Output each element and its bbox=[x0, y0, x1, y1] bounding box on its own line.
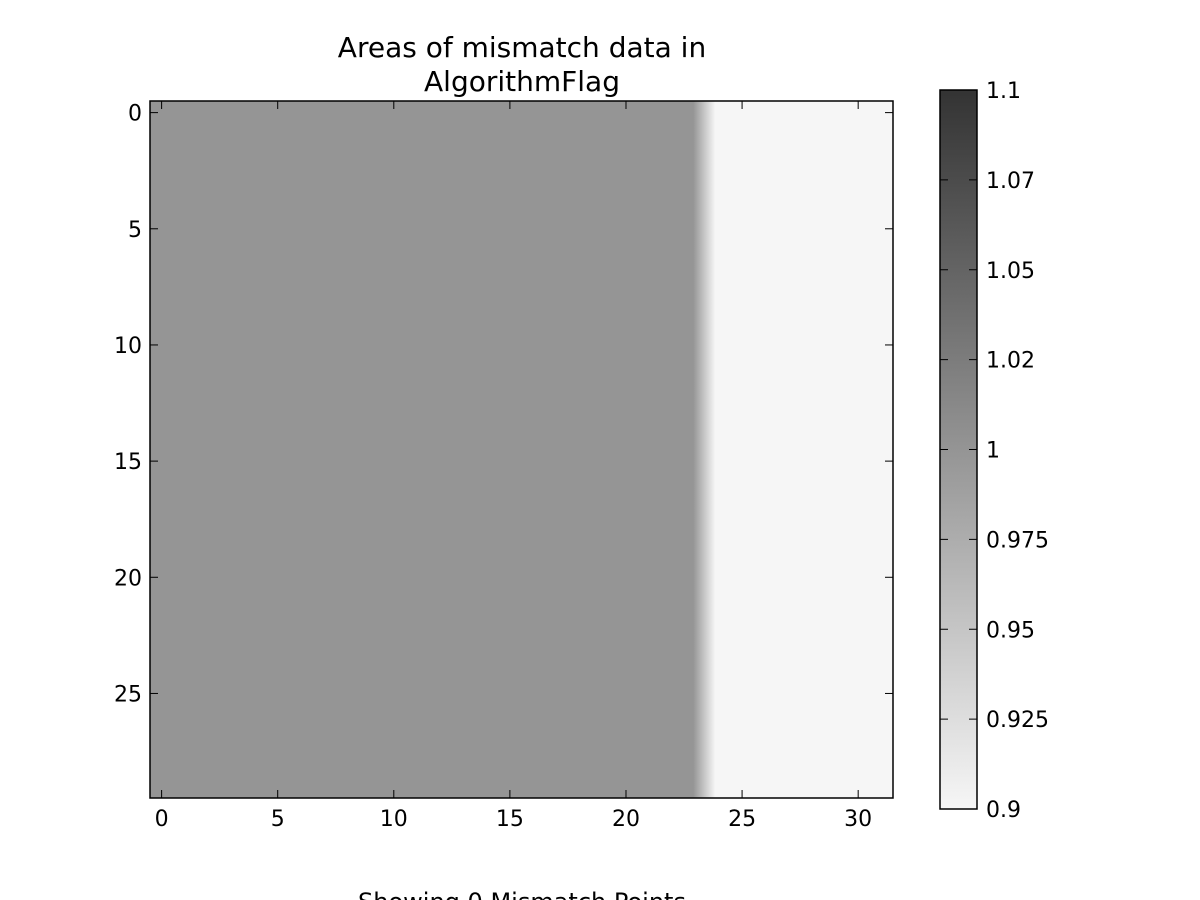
chart-title: Areas of mismatch data in AlgorithmFlag bbox=[338, 31, 706, 98]
colorbar-tick-label: 0.9 bbox=[986, 798, 1021, 823]
x-tick-label: 5 bbox=[271, 807, 285, 832]
y-axis: 0 5 10 15 20 25 bbox=[114, 102, 893, 707]
heatmap-interpolated-edge bbox=[693, 101, 716, 798]
x-tick-label: 30 bbox=[844, 807, 872, 832]
heatmap-region-2 bbox=[707, 101, 893, 798]
x-tick-label: 25 bbox=[728, 807, 756, 832]
heatmap-region-1 bbox=[150, 101, 708, 798]
colorbar-tick-label: 0.925 bbox=[986, 708, 1049, 733]
x-axis: 0 5 10 15 20 25 30 bbox=[155, 101, 872, 832]
colorbar-tick-label: 0.975 bbox=[986, 528, 1049, 553]
x-tick-label: 0 bbox=[155, 807, 169, 832]
x-tick-label: 20 bbox=[612, 807, 640, 832]
y-tick-label: 15 bbox=[114, 450, 142, 475]
colorbar-tick-label: 1.05 bbox=[986, 259, 1035, 284]
x-tick-label: 10 bbox=[380, 807, 408, 832]
x-tick-label: 15 bbox=[496, 807, 524, 832]
colorbar-tick-label: 1.1 bbox=[986, 79, 1021, 104]
y-tick-label: 20 bbox=[114, 566, 142, 591]
y-tick-label: 5 bbox=[128, 218, 142, 243]
y-tick-label: 10 bbox=[114, 334, 142, 359]
plot-area bbox=[149, 100, 894, 799]
colorbar-tick-label: 0.95 bbox=[986, 618, 1035, 643]
chart-title-line-1: Areas of mismatch data in bbox=[338, 31, 706, 64]
colorbar-tick-label: 1 bbox=[986, 439, 1000, 464]
chart-caption: Showing 0 Mismatch Points bbox=[358, 888, 686, 900]
y-tick-label: 0 bbox=[128, 102, 142, 127]
chart-title-line-2: AlgorithmFlag bbox=[424, 65, 620, 98]
colorbar-tick-label: 1.02 bbox=[986, 349, 1035, 374]
plot-frame bbox=[149, 100, 894, 799]
y-tick-label: 25 bbox=[114, 682, 142, 707]
colorbar-tick-label: 1.07 bbox=[986, 169, 1035, 194]
colorbar: 1.1 1.07 1.05 1.02 1 0.975 0.95 0.925 0.9 bbox=[939, 79, 1049, 823]
